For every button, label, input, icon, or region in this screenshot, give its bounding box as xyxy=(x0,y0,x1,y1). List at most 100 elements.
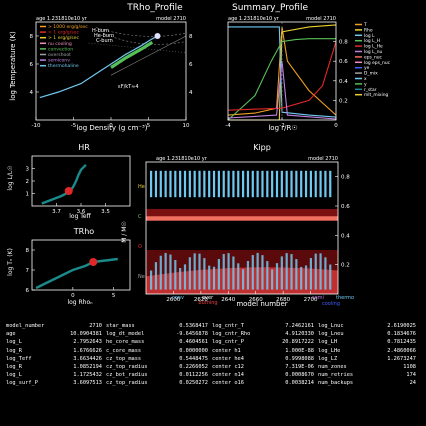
kipp-xtick-label: 2660 xyxy=(249,297,263,303)
history-table-key: num_backups xyxy=(318,380,354,387)
kipp-lower-spike xyxy=(324,257,327,290)
trho-legend-item: nu cooling xyxy=(48,41,72,47)
trho-small-panel: TRho log Rhoₙ log Tₙ (K) 0 5 6 7 8 xyxy=(7,227,131,306)
kipp-lower-spike xyxy=(304,265,308,290)
history-table-value: 0.7812435 xyxy=(387,339,416,346)
kipp-side-label: Ne xyxy=(138,274,145,280)
trho-guide-line xyxy=(103,32,187,45)
history-table-row: log_surf_P 3.6097513 cz_top_radius 0.025027… xyxy=(6,379,420,387)
trho-small-xlabel: log Rhoₙ xyxy=(67,299,93,306)
kipp-lower-spike xyxy=(290,254,293,290)
history-table-key: log_R xyxy=(6,364,22,371)
history-table-row: model_number 2710 star_mass 0.5368417 log_cn… xyxy=(6,322,420,330)
trho-burn-label: He-burn xyxy=(94,33,114,39)
summary-xtick-label: -2 xyxy=(279,123,284,129)
summary-ytick-label: 0.4 xyxy=(339,79,348,85)
kipp-burning-label: burning xyxy=(198,300,217,306)
kipp-upper-spike xyxy=(280,170,283,198)
kipp-lower-spike xyxy=(275,263,279,290)
kipp-upper-spike xyxy=(309,170,312,198)
summary-legend-item: T xyxy=(363,22,367,28)
kipp-xtick-label: 2680 xyxy=(276,297,290,303)
kipp-lower-spike xyxy=(266,261,269,290)
history-table-key: log_cntr_P xyxy=(212,339,244,346)
history-table-value: 1.1725432 xyxy=(73,372,102,379)
kipp-upper-spike xyxy=(266,170,269,198)
summary-legend-item: eps_nuc xyxy=(364,55,383,60)
trho-ytick-right-label: 4 xyxy=(189,90,193,96)
kipp-lower-spike xyxy=(319,253,322,290)
kipp-upper-spike xyxy=(203,170,206,198)
history-table-value: 0.5368417 xyxy=(179,323,208,329)
history-table-value: 0.0008670 xyxy=(285,372,314,379)
kipp-lower-spike xyxy=(159,255,162,290)
kipp-upper-spike xyxy=(212,170,216,198)
kipp-upper-spike xyxy=(261,170,264,198)
summary-ytick-label: 0.6 xyxy=(339,59,348,65)
trho-legend-item: > 1000 erg/g/sec xyxy=(48,24,88,30)
kipp-lower-spike xyxy=(174,260,177,290)
trho-ytick-label: 4 xyxy=(30,90,34,96)
summary-series-line xyxy=(227,61,337,120)
kipp-model: model 2710 xyxy=(308,156,338,162)
kipp-lower-spike xyxy=(242,269,245,290)
history-table-value: 2710 xyxy=(89,323,102,329)
history-table-key: log_cntr_Rho xyxy=(212,331,251,338)
summary-legend-item: r_star xyxy=(364,87,377,93)
kipp-ytick-label: 0.6 xyxy=(341,204,350,210)
history-table-key: log_LHe xyxy=(318,347,341,354)
kipp-upper-spike xyxy=(179,170,182,198)
kipp-ytick-label: 0.4 xyxy=(341,233,350,239)
hr-title: HR xyxy=(78,143,90,152)
kipp-lower-spike xyxy=(237,263,240,290)
history-table-key: cz_top_radius xyxy=(106,380,148,387)
kipp-burning-band xyxy=(146,216,338,221)
kipp-lower-spike xyxy=(217,258,220,290)
kipp-envelope-band xyxy=(146,208,338,221)
history-table-row: log_L 1.1725432 cz_bot_radius 0.0112256 cent… xyxy=(6,371,420,379)
kipp-panel: Kipp age 1.231810e10 yr model 2710 model… xyxy=(121,143,354,308)
summary-legend-item: x xyxy=(364,77,367,82)
kipp-lower-spike xyxy=(208,265,211,290)
kipp-lower-spike xyxy=(280,256,283,290)
kipp-lower-spike xyxy=(309,258,312,290)
trho-convection-segment xyxy=(110,40,154,69)
trho-small-current-marker xyxy=(89,258,98,266)
trho-ytick-label: 8 xyxy=(30,34,34,40)
trho-ytick-right-label: 8 xyxy=(189,34,193,40)
history-table-key: num_zones xyxy=(318,364,347,371)
summary-xlabel: log r/R☉ xyxy=(268,124,297,132)
trho-age: age 1.231810e10 yr xyxy=(36,16,88,22)
kipp-upper-spike xyxy=(193,170,196,198)
history-table-row: log_L 2.7952643 he_core_mass 0.4604561 log_c… xyxy=(6,338,420,346)
history-table-key: log_cntr_T xyxy=(212,323,244,329)
trho-center-marker xyxy=(154,33,161,39)
summary-age: age 1.231810e10 yr xyxy=(228,16,280,22)
trho-small-ytick-label: 6 xyxy=(26,288,30,294)
history-table-key: log_R xyxy=(6,347,22,354)
kipp-lower-spike xyxy=(261,255,264,290)
history-table-key: cz_top_radius xyxy=(106,364,148,371)
kipp-lower-spike xyxy=(285,253,288,290)
kipp-upper-spike xyxy=(242,170,245,198)
summary-legend-item: log eps_nuc xyxy=(364,60,391,66)
kipp-lower-spike xyxy=(150,270,153,290)
history-table-key: log_Teff xyxy=(6,355,32,362)
history-table-key: log_Lnuc xyxy=(318,323,344,329)
history-table-value: 0.1834676 xyxy=(387,331,416,338)
kipp-lower-spike xyxy=(251,255,254,290)
history-table-value: 1.6766626 xyxy=(73,347,102,354)
trho-small-track-line xyxy=(35,257,118,290)
kipp-upper-spike xyxy=(251,170,254,198)
trho-small-frame xyxy=(31,239,131,291)
history-table-value: 1108 xyxy=(403,364,416,371)
kipp-lower-spike xyxy=(212,266,216,290)
kipp-upper-spike xyxy=(300,170,303,198)
history-table-value: 2.7952643 xyxy=(73,339,102,346)
trho-legend-item: overshoot xyxy=(48,52,71,58)
history-table-value: 2.6190025 xyxy=(387,323,416,329)
kipp-lower-spike xyxy=(271,269,274,290)
summary-model: model 2710 xyxy=(306,16,336,22)
kipp-lower-spike xyxy=(183,264,187,290)
